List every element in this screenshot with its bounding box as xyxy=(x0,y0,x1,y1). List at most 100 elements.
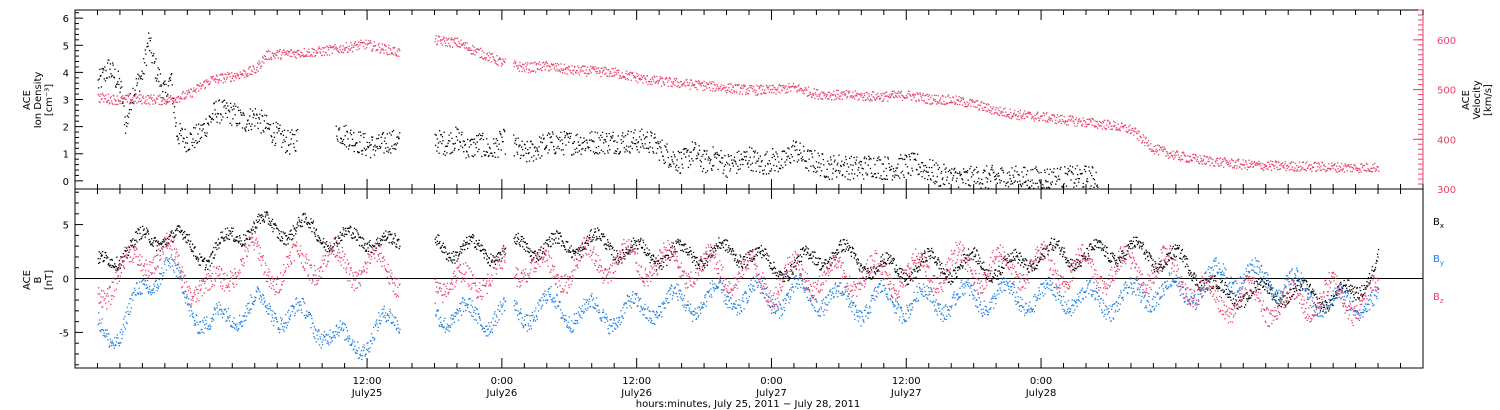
density-point xyxy=(617,148,619,150)
velocity-point xyxy=(1305,162,1307,165)
velocity-point xyxy=(300,55,303,57)
density-point xyxy=(129,93,131,95)
velocity-point xyxy=(396,50,399,52)
density-point xyxy=(140,78,142,80)
velocity-point xyxy=(858,98,860,100)
bx-point xyxy=(388,242,390,244)
bx-point xyxy=(626,251,628,254)
velocity-point xyxy=(699,84,701,86)
density-point xyxy=(630,131,632,133)
velocity-point xyxy=(162,97,164,99)
velocity-point xyxy=(207,80,209,82)
density-point xyxy=(532,160,535,162)
bx-point xyxy=(595,236,598,238)
velocity-point xyxy=(992,106,995,108)
density-point xyxy=(910,152,913,155)
density-point xyxy=(940,172,942,174)
velocity-point xyxy=(1374,162,1376,165)
velocity-point xyxy=(936,103,938,105)
velocity-point xyxy=(1257,163,1260,166)
density-point xyxy=(878,159,880,161)
velocity-point xyxy=(671,85,673,88)
velocity-point xyxy=(1184,155,1187,157)
bx-point xyxy=(654,261,656,263)
velocity-point xyxy=(186,90,188,92)
density-point xyxy=(708,156,710,158)
bx-point xyxy=(449,257,452,259)
density-point xyxy=(826,168,828,170)
velocity-point xyxy=(586,75,588,77)
bx-point xyxy=(107,256,109,258)
bx-point xyxy=(598,235,601,238)
bx-point xyxy=(467,247,469,250)
velocity-point xyxy=(561,69,563,71)
velocity-point xyxy=(545,62,547,64)
density-point xyxy=(668,164,670,166)
velocity-point xyxy=(1150,143,1152,145)
density-point xyxy=(846,170,848,173)
density-point xyxy=(491,152,493,154)
velocity-point xyxy=(236,74,239,76)
velocity-point xyxy=(356,49,358,51)
velocity-point xyxy=(1006,114,1008,116)
velocity-point xyxy=(225,74,227,76)
density-point xyxy=(599,152,601,154)
velocity-point xyxy=(319,51,321,53)
velocity-point xyxy=(1301,161,1303,163)
density-point xyxy=(480,134,482,136)
density-point xyxy=(691,158,693,160)
density-point xyxy=(1006,172,1009,174)
density-point xyxy=(635,139,637,141)
bx-point xyxy=(117,266,119,269)
velocity-point xyxy=(818,94,820,96)
velocity-point xyxy=(1144,145,1146,147)
density-point xyxy=(1007,186,1010,188)
density-point xyxy=(772,153,774,155)
density-point xyxy=(1083,168,1086,171)
density-point xyxy=(911,167,913,169)
bx-point xyxy=(523,237,525,240)
velocity-point xyxy=(836,96,838,99)
bx-point xyxy=(339,231,341,233)
velocity-point xyxy=(706,83,709,85)
bx-point xyxy=(532,252,534,254)
velocity-point xyxy=(1202,160,1204,162)
bx-point xyxy=(660,265,662,267)
density-point xyxy=(199,137,201,140)
velocity-point xyxy=(844,94,846,97)
bx-point xyxy=(326,241,328,243)
velocity-point xyxy=(1056,116,1058,119)
velocity-point xyxy=(463,42,465,44)
density-point xyxy=(941,178,943,180)
density-point xyxy=(281,146,283,148)
bx-point xyxy=(470,236,472,239)
density-point xyxy=(271,136,273,138)
velocity-point xyxy=(385,45,387,47)
bx-point xyxy=(662,266,664,268)
velocity-point xyxy=(147,102,149,104)
velocity-point xyxy=(925,102,928,104)
density-point xyxy=(391,131,394,133)
density-point xyxy=(1081,172,1083,175)
density-point xyxy=(1016,171,1018,173)
velocity-point xyxy=(1133,131,1135,133)
velocity-point xyxy=(306,50,308,53)
density-point xyxy=(760,165,762,167)
velocity-point xyxy=(999,106,1001,108)
density-point xyxy=(728,164,731,166)
density-point xyxy=(763,173,765,175)
velocity-point xyxy=(295,51,297,53)
velocity-point xyxy=(469,47,471,49)
density-point xyxy=(915,159,917,161)
velocity-point xyxy=(1154,153,1156,155)
density-point xyxy=(715,153,717,155)
velocity-point xyxy=(258,60,260,62)
velocity-point xyxy=(1189,155,1192,158)
velocity-point xyxy=(333,45,335,47)
velocity-point xyxy=(758,85,760,88)
velocity-point xyxy=(1025,113,1027,115)
density-point xyxy=(564,135,567,137)
bx-point xyxy=(282,231,284,233)
velocity-point xyxy=(213,79,215,81)
density-point xyxy=(126,115,128,117)
